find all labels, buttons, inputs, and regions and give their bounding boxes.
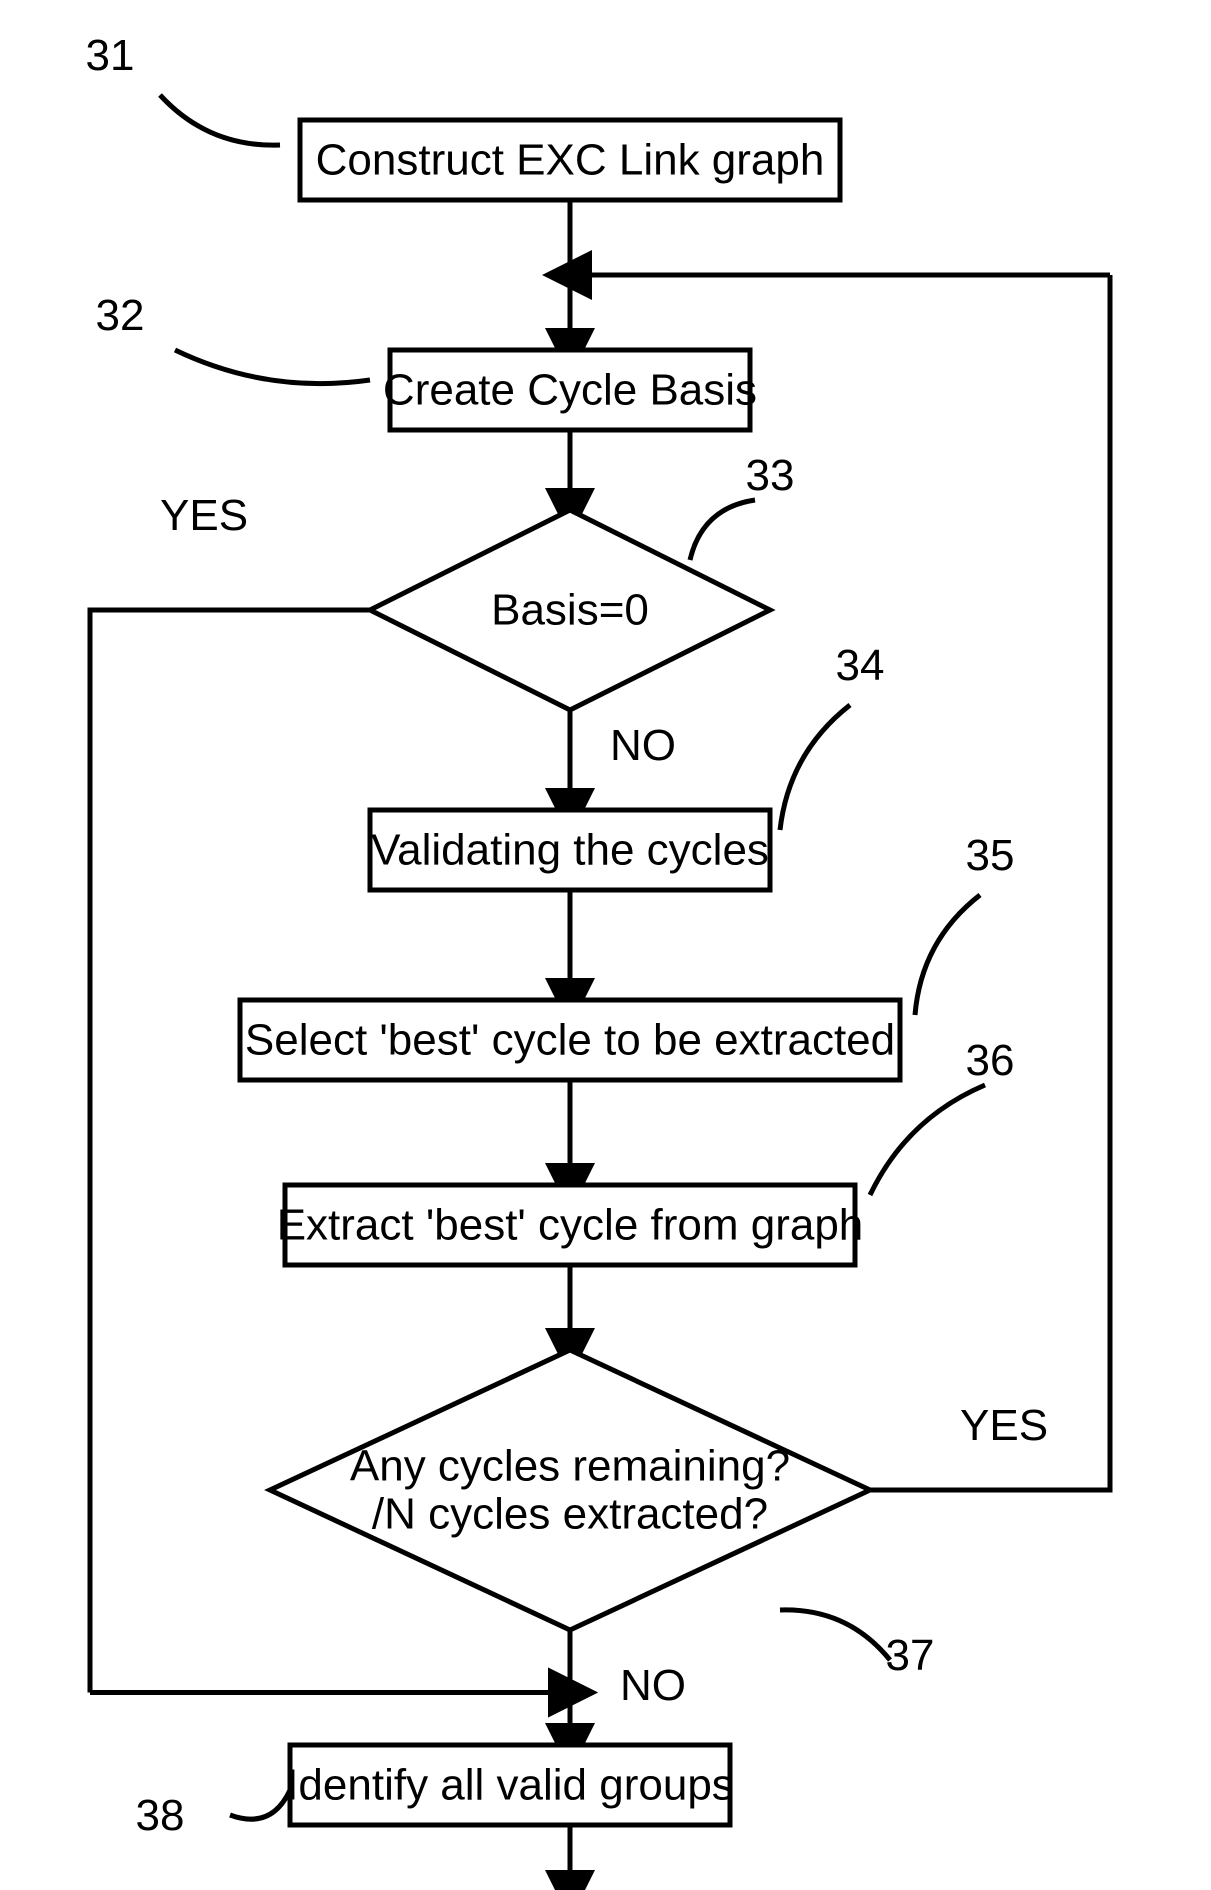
tag-36: 36 <box>966 1036 1015 1085</box>
node-34: Validating the cycles <box>370 810 770 890</box>
label-no-37: NO <box>620 1661 686 1710</box>
node-31-label: Construct EXC Link graph <box>316 136 825 185</box>
callout-c36 <box>870 1085 985 1195</box>
callout-c31 <box>160 95 280 145</box>
node-38: Identify all valid groups <box>286 1745 734 1825</box>
node-32: Create Cycle Basis <box>383 350 757 430</box>
tag-33: 33 <box>746 451 795 500</box>
callout-c33 <box>690 500 755 560</box>
node-33-label: Basis=0 <box>491 586 649 635</box>
node-35-label: Select 'best' cycle to be extracted <box>245 1016 895 1065</box>
node-37: Any cycles remaining?/N cycles extracted… <box>270 1350 870 1630</box>
tag-32: 32 <box>96 291 145 340</box>
callout-c38 <box>230 1790 290 1819</box>
node-38-label: Identify all valid groups <box>286 1761 734 1810</box>
label-no-33: NO <box>610 721 676 770</box>
node-37-label-1: /N cycles extracted? <box>372 1490 768 1539</box>
node-31: Construct EXC Link graph <box>300 120 840 200</box>
callout-c37 <box>780 1610 890 1660</box>
node-37-label-0: Any cycles remaining? <box>350 1441 790 1490</box>
label-yes-37: YES <box>960 1401 1048 1450</box>
callout-c32 <box>175 350 370 384</box>
tag-38: 38 <box>136 1791 185 1840</box>
callout-c35 <box>915 895 980 1015</box>
tag-37: 37 <box>886 1631 935 1680</box>
node-36: Extract 'best' cycle from graph <box>277 1185 864 1265</box>
edge-33-yes-left <box>90 610 370 1693</box>
tag-31: 31 <box>86 31 135 80</box>
label-yes-33: YES <box>160 491 248 540</box>
tag-34: 34 <box>836 641 885 690</box>
node-36-label: Extract 'best' cycle from graph <box>277 1201 864 1250</box>
node-32-label: Create Cycle Basis <box>383 366 757 415</box>
node-33: Basis=0 <box>370 510 770 710</box>
edge-37-yes-right <box>870 275 1110 1490</box>
node-35: Select 'best' cycle to be extracted <box>240 1000 900 1080</box>
tag-35: 35 <box>966 831 1015 880</box>
node-34-label: Validating the cycles <box>371 826 769 875</box>
callout-c34 <box>780 705 850 830</box>
